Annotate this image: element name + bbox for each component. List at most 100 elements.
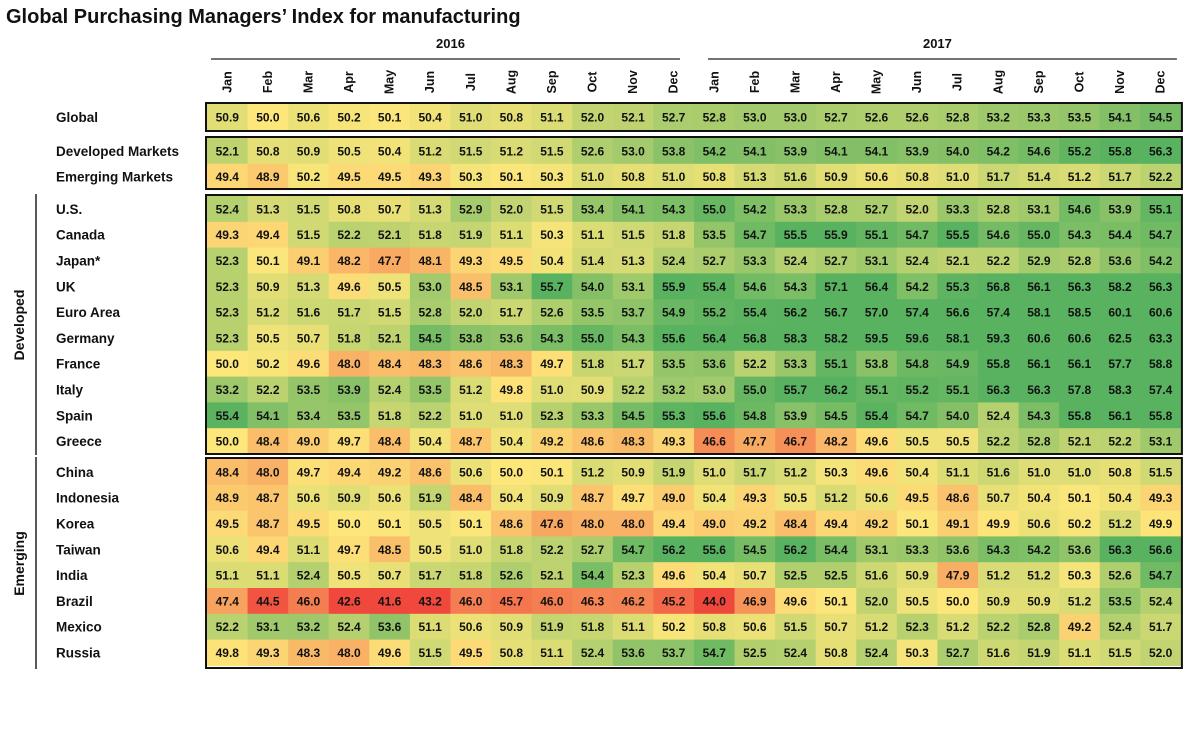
cell-value: 50.5 [946,435,970,449]
cell-value: 49.3 [419,170,443,184]
heatmap-cell [693,510,736,537]
cell-value: 47.7 [378,254,402,268]
cell-value: 51.0 [662,170,686,184]
cell-value: 50.0 [946,594,970,608]
heatmap-cell [1059,428,1101,455]
heatmap-cell [369,459,411,486]
cell-value: 42.6 [337,594,361,608]
heatmap-cell [815,562,857,589]
heatmap-cell [1018,613,1060,641]
heatmap-cell [1059,613,1101,641]
cell-value: 52.1 [378,228,402,242]
heatmap-cell [1140,588,1182,615]
cell-value: 53.5 [1068,110,1092,124]
heatmap-cell [856,376,898,403]
cell-value: 50.9 [621,465,645,479]
cell-value: 53.5 [581,306,605,320]
cell-value: 43.2 [419,594,443,608]
cell-value: 52.7 [865,202,889,216]
cell-value: 48.0 [581,517,605,531]
cell-value: 46.6 [703,435,727,449]
cell-value: 51.2 [865,620,889,634]
heatmap-cell [734,639,776,666]
heatmap-cell [693,428,736,455]
heatmap-cell [1059,196,1101,223]
heatmap-cell [734,562,776,589]
heatmap-cell [1140,536,1182,563]
heatmap-cell [572,428,614,455]
cell-value: 51.1 [540,110,564,124]
heatmap-cell [734,104,776,131]
heatmap-cell [734,221,776,249]
row-label: Greece [56,434,102,449]
heatmap-cell [896,536,939,563]
heatmap-cell [1099,613,1141,641]
cell-value: 49.3 [459,254,483,268]
heatmap-cell [491,536,533,563]
cell-value: 51.5 [540,202,564,216]
heatmap-cell [450,536,492,563]
heatmap-cell [775,536,817,563]
row-label: U.S. [56,202,82,217]
heatmap-cell [491,196,533,223]
cell-value: 48.6 [419,465,443,479]
cell-value: 51.1 [621,620,645,634]
heatmap-cell [247,163,289,191]
cell-value: 48.6 [946,491,970,505]
cell-value: 52.3 [216,331,240,345]
cell-value: 51.3 [419,202,443,216]
cell-value: 49.5 [905,491,929,505]
cell-value: 52.9 [459,202,483,216]
heatmap-cell [207,163,249,191]
cell-value: 50.8 [256,144,280,158]
heatmap-cell [450,196,492,223]
row-label: Japan* [56,254,101,269]
cell-value: 48.0 [337,646,361,660]
row-label: Korea [56,517,95,532]
cell-value: 46.0 [297,594,321,608]
heatmap-cell [491,484,533,512]
heatmap-cell [1059,510,1101,537]
heatmap-cell [572,562,614,589]
heatmap-cell [734,350,776,378]
heatmap-cell [531,247,573,274]
cell-value: 52.6 [500,569,524,583]
heatmap-cell [409,428,452,455]
cell-value: 50.6 [459,465,483,479]
group-border [205,194,1183,455]
heatmap-cell [1140,376,1182,403]
heatmap-cell [328,639,370,666]
cell-value: 48.4 [378,435,402,449]
heatmap-cell [1140,325,1182,352]
heatmap-cell [856,247,898,274]
heatmap-cell [1140,196,1182,223]
heatmap-cell [450,562,492,589]
cell-value: 50.9 [337,491,361,505]
heatmap-cell [1099,536,1141,563]
heatmap-cell [531,221,573,249]
cell-value: 52.1 [946,254,970,268]
heatmap-cell [896,247,939,274]
heatmap-cell [369,221,411,249]
cell-value: 51.2 [1068,594,1092,608]
cell-value: 58.1 [1027,306,1051,320]
cell-value: 49.4 [337,465,361,479]
cell-value: 50.0 [337,517,361,531]
cell-value: 51.0 [540,383,564,397]
heatmap-cell [369,562,411,589]
heatmap-cell [896,639,939,666]
heatmap-cell [896,402,939,429]
cell-value: 55.1 [946,383,970,397]
cell-value: 49.7 [297,465,321,479]
heatmap-cell [572,299,614,326]
month-label: Dec [667,70,681,93]
heatmap-cell [693,196,736,223]
cell-value: 50.3 [459,170,483,184]
cell-value: 53.6 [1068,543,1092,557]
heatmap-cell [450,138,492,165]
heatmap-cell [572,196,614,223]
heatmap-cell [775,562,817,589]
heatmap-cell [693,613,736,641]
heatmap-cell [207,138,249,165]
cell-value: 54.3 [621,331,645,345]
